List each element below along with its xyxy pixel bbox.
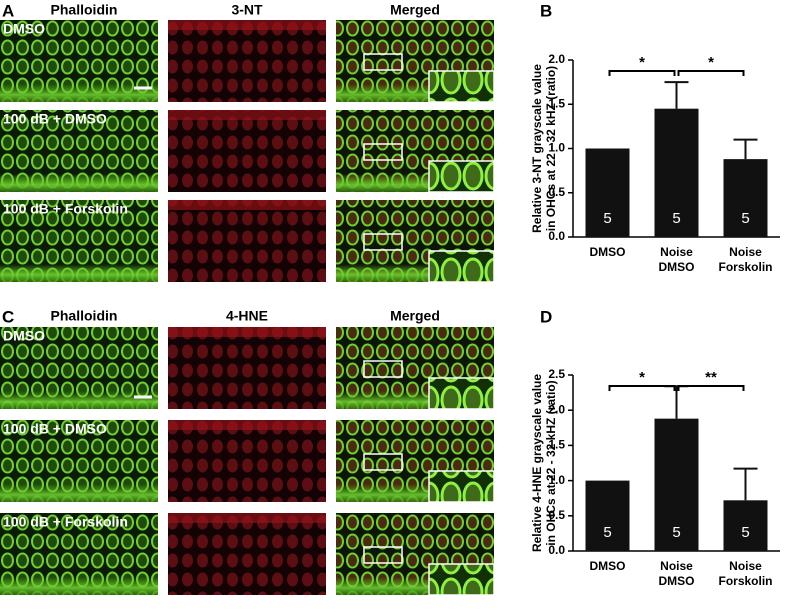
y-axis-label: in OHCs at 22 - 32 kHZ (ratio) [544,66,558,231]
y-axis-label: Relative 3-NT grayscale value [530,64,544,233]
y-axis-label: in OHCs at 22 - 32 kHZ (ratio) [544,380,558,545]
y-tick-label: 1.0 [548,473,565,487]
micrograph [168,327,326,409]
row-label: 100 dB + Forskolin [3,514,128,530]
y-tick-label: 1.5 [548,438,565,452]
significance-bracket [608,385,676,391]
significance-label: * [708,54,714,71]
bar [654,418,699,551]
y-tick-label: 2.5 [548,367,565,381]
significance-label: * [639,54,645,71]
x-tick-label: Forskolin [718,574,772,588]
row-label: 100 dB + DMSO [3,111,107,127]
y-tick-label: 0.0 [548,543,565,557]
inset [428,377,495,410]
inset [428,470,495,503]
micrograph [168,110,326,192]
y-tick-label: 0.5 [548,185,565,199]
n-label: 5 [672,524,680,541]
red-band [168,110,326,120]
bar [654,108,699,237]
y-axis-label: Relative 4-HNE grayscale value [530,374,544,552]
x-tick-label: Noise [729,245,762,259]
column-header: Merged [390,308,440,324]
bar [723,500,768,551]
x-tick-label: Forskolin [718,260,772,274]
row-label: DMSO [3,328,45,344]
row-label: 100 dB + DMSO [3,421,107,437]
roi-box [363,53,403,71]
pillar-band [0,577,158,595]
column-header: Phalloidin [51,308,118,324]
pillar-band [0,84,158,102]
panel-letter: C [2,307,14,326]
column-header: Merged [390,2,440,18]
panel-letter: A [2,1,14,20]
n-label: 5 [672,210,680,227]
micrograph [168,420,326,502]
red-band [168,513,326,523]
x-tick-label: Noise [660,559,693,573]
column-header: 4-HNE [226,308,268,324]
x-tick-label: DMSO [659,574,695,588]
x-tick-label: DMSO [590,245,626,259]
roi-box [363,360,403,378]
row-label: DMSO [3,21,45,37]
significance-bracket [677,70,745,76]
micrograph [168,200,326,282]
x-tick-label: DMSO [590,559,626,573]
x-tick-label: Noise [660,245,693,259]
micrograph [168,20,326,102]
bar [585,148,630,237]
red-band [168,327,326,337]
pillar-band [0,264,158,282]
roi-box [363,546,403,564]
y-tick-label: 0.5 [548,508,565,522]
y-tick-label: 2.0 [548,52,565,66]
panel-letter: B [540,1,552,20]
column-header: Phalloidin [51,2,118,18]
inset [428,250,495,283]
red-band [168,20,326,30]
y-tick-label: 1.0 [548,141,565,155]
roi-box [363,233,403,251]
y-tick-label: 0.0 [548,229,565,243]
n-label: 5 [603,210,611,227]
pillar-band [0,391,158,409]
micrograph [168,513,326,595]
red-band [168,200,326,210]
x-tick-label: DMSO [659,260,695,274]
n-label: 5 [603,524,611,541]
significance-bracket [677,385,745,391]
significance-label: ** [705,369,717,386]
row-label: 100 dB + Forskolin [3,201,128,217]
n-label: 5 [741,210,749,227]
inset [428,70,495,103]
roi-box [363,453,403,471]
n-label: 5 [741,524,749,541]
inset [428,563,495,596]
significance-label: * [639,369,645,386]
column-header: 3-NT [231,2,263,18]
bar [585,480,630,551]
y-tick-label: 1.5 [548,96,565,110]
pillar-band [0,484,158,502]
pillar-band [0,174,158,192]
bar [723,159,768,237]
inset [428,160,495,193]
significance-bracket [608,70,676,76]
y-tick-label: 2.0 [548,402,565,416]
panel-letter: D [540,307,552,326]
roi-box [363,143,403,161]
x-tick-label: Noise [729,559,762,573]
red-band [168,420,326,430]
